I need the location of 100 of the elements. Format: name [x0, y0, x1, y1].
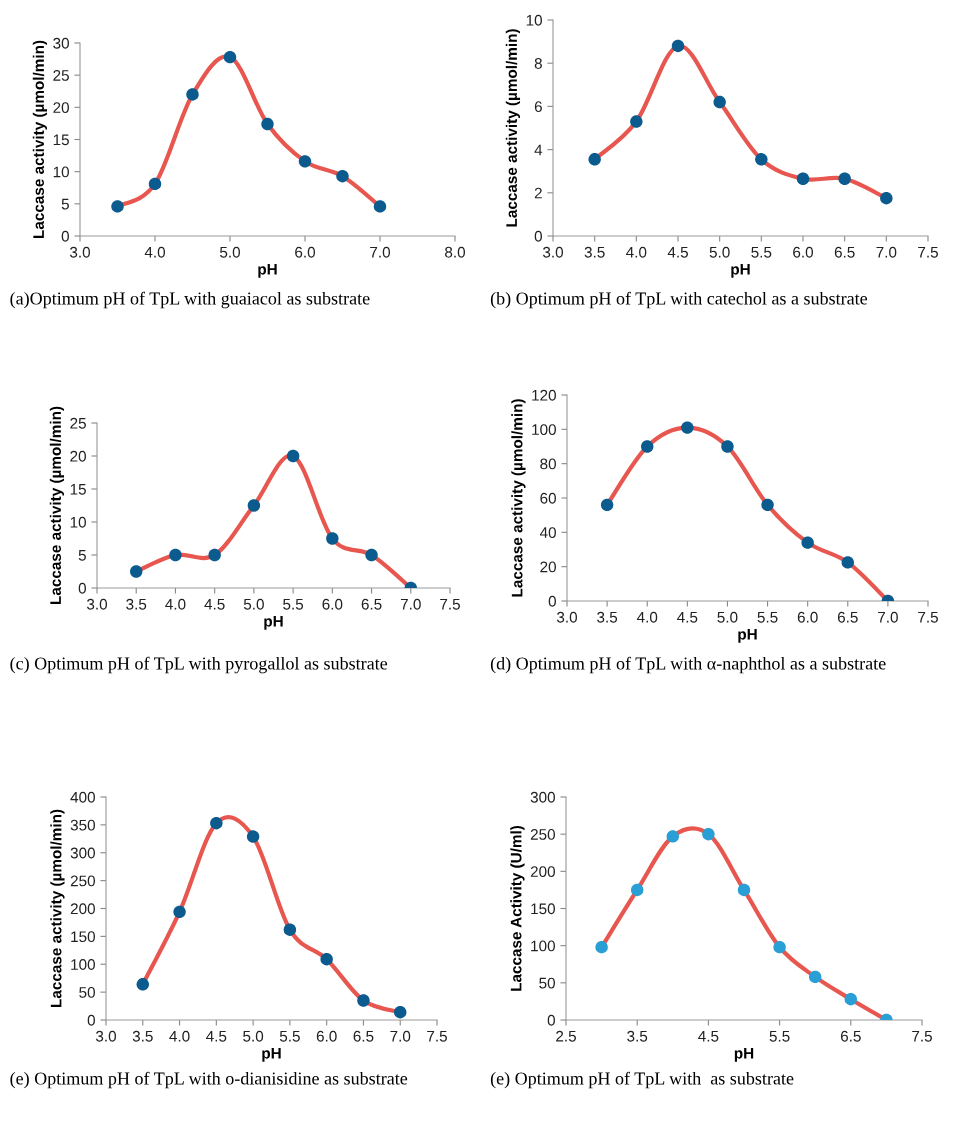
y-tick-label: 30	[53, 37, 69, 49]
point	[808, 970, 822, 984]
point	[186, 88, 199, 101]
x-tick-label: 4.0	[626, 246, 647, 258]
text: (b) Optimum pH of TpL with catechol as a substrate	[490, 291, 868, 309]
x-tick-label: 5.0	[717, 611, 738, 623]
point	[394, 1005, 407, 1019]
x-tick-label: 6.0	[322, 598, 343, 610]
y-tick-label: 0	[547, 1014, 555, 1026]
y-tick-label: 40	[539, 527, 556, 539]
point	[841, 556, 854, 569]
point	[838, 172, 851, 185]
point	[286, 449, 300, 463]
y-tick-label: 150	[531, 903, 555, 915]
point	[761, 498, 774, 512]
x-tick-label: 7.0	[400, 598, 421, 610]
point	[136, 978, 149, 991]
y-tick-label: 50	[539, 977, 555, 989]
point	[721, 440, 734, 453]
x-tick-label: 6.5	[840, 1030, 861, 1042]
y-tick-label: 0	[61, 230, 69, 242]
point	[336, 169, 349, 183]
x-tick-label: 6.0	[295, 246, 316, 258]
x-tick-label: 4.0	[144, 246, 166, 258]
y-tick-label: 2	[534, 187, 542, 199]
point	[630, 115, 643, 128]
y-tick-label: 60	[540, 492, 556, 504]
point	[844, 992, 858, 1006]
point	[681, 421, 694, 434]
y-tick-label: 4	[534, 144, 543, 156]
y-tick-label: 10	[526, 14, 542, 26]
x-tick-label: 4.5	[677, 611, 698, 623]
point	[755, 153, 768, 166]
point	[373, 200, 387, 213]
x-tick-label: 4.5	[698, 1030, 719, 1042]
y-tick-label: 150	[71, 931, 95, 943]
point	[641, 440, 654, 453]
text: (c) Optimum pH of TpL with pyrogallol as substrate	[10, 656, 388, 674]
y-tick-label: 20	[53, 102, 69, 114]
y-axis-title: Laccase activity (µmol/min)	[49, 406, 65, 604]
y-tick-label: 20	[70, 450, 86, 462]
x-tick-label: 6.0	[316, 1030, 337, 1042]
y-tick-label: 5	[61, 198, 69, 210]
x-tick-label: 4.5	[204, 598, 225, 610]
x-tick-label: 3.5	[597, 611, 618, 623]
point	[261, 117, 274, 131]
x-tick-label: 8.0	[445, 246, 466, 258]
x-tick-label: 7.0	[878, 611, 898, 623]
x-tick-label: 4.0	[169, 1030, 190, 1042]
point	[111, 200, 124, 213]
x-tick-label: 5.5	[751, 246, 772, 258]
point	[796, 172, 810, 185]
y-tick-label: 350	[70, 819, 95, 831]
x-tick-label: 2.5	[556, 1030, 576, 1042]
x-tick-label: 7.5	[918, 246, 938, 258]
y-tick-label: 0	[548, 595, 556, 607]
point	[737, 883, 751, 897]
x-axis-title: pH	[264, 616, 283, 630]
x-tick-label: 6.5	[834, 246, 855, 258]
point	[630, 883, 644, 897]
point	[801, 536, 814, 549]
point	[210, 816, 223, 830]
y-axis-title: Laccase activity (µmol/min)	[511, 399, 526, 597]
point	[588, 153, 601, 166]
x-tick-label: 3.0	[542, 246, 564, 258]
y-tick-label: 100	[71, 959, 95, 970]
x-axis-title: pH	[258, 264, 277, 278]
y-tick-label: 0	[87, 1014, 95, 1026]
point	[713, 95, 726, 109]
x-tick-label: 3.0	[69, 246, 91, 258]
y-tick-label: 50	[79, 986, 95, 998]
point	[880, 191, 893, 205]
y-tick-label: 5	[78, 550, 86, 561]
x-tick-label: 6.5	[837, 611, 858, 623]
point	[365, 548, 378, 562]
y-tick-label: 8	[534, 58, 542, 69]
y-tick-label: 0	[534, 230, 542, 242]
point	[130, 565, 143, 578]
text: (e) Optimum pH of TpL with as substrate	[490, 1071, 794, 1089]
x-axis-title: pH	[262, 1048, 281, 1062]
x-tick-label: 3.5	[126, 598, 147, 610]
y-tick-label: 200	[70, 903, 95, 915]
y-tick-label: 250	[70, 875, 95, 887]
x-tick-label: 5.0	[243, 1030, 264, 1042]
y-axis-title: Laccase Activity (U/ml)	[510, 825, 525, 991]
point	[247, 499, 261, 512]
x-tick-label: 7.5	[440, 598, 460, 610]
y-tick-label: 300	[530, 791, 555, 803]
x-tick-label: 7.0	[370, 246, 391, 258]
y-axis-title: Laccase activity (µmol/min)	[505, 29, 521, 227]
y-tick-label: 0	[78, 582, 86, 594]
point	[283, 923, 297, 936]
x-tick-label: 6.5	[361, 598, 382, 610]
x-tick-label: 3.5	[132, 1030, 153, 1042]
x-tick-label: 5.0	[219, 246, 241, 258]
point	[173, 905, 186, 919]
x-tick-label: 4.0	[165, 598, 186, 610]
text: (d) Optimum pH of TpL with α-naphthol as a substrate	[490, 656, 886, 674]
point	[595, 940, 608, 954]
x-tick-label: 5.5	[769, 1030, 790, 1042]
